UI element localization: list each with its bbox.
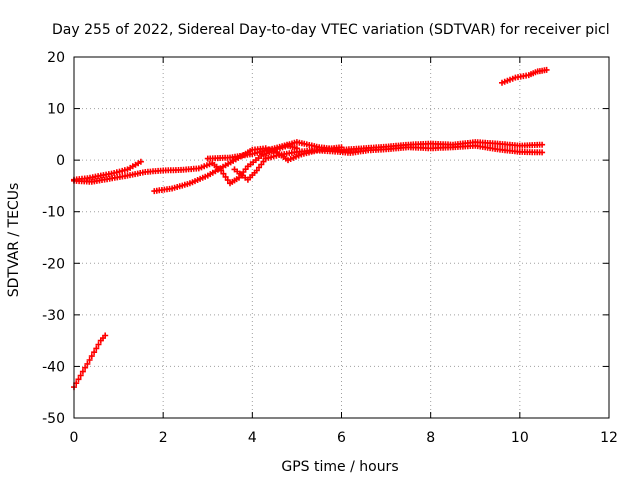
data-point [91, 349, 98, 356]
data-point [539, 141, 546, 148]
data-series [499, 66, 550, 86]
y-tick-label: 20 [47, 50, 65, 66]
y-tick-label: -40 [42, 359, 65, 375]
data-point [102, 332, 109, 339]
data-point [79, 368, 86, 375]
x-axis-label: GPS time / hours [281, 459, 398, 475]
data-series [231, 142, 546, 183]
x-tick-label: 2 [159, 430, 168, 446]
grid [74, 57, 609, 418]
y-tick-label: -20 [42, 256, 65, 272]
data-series [71, 332, 109, 391]
data-point [543, 66, 550, 73]
data-point [224, 177, 231, 184]
y-tick-label: 10 [47, 102, 65, 118]
y-tick-label: 0 [56, 153, 65, 169]
data-point [77, 372, 84, 379]
data-point [95, 341, 102, 348]
data-point [539, 149, 546, 156]
data-point [86, 357, 93, 363]
y-tick-label: -30 [42, 308, 65, 324]
x-tick-label: 6 [337, 430, 346, 446]
data-point [88, 353, 95, 360]
data-point [93, 345, 100, 352]
x-tick-label: 10 [511, 430, 529, 446]
data-point [75, 376, 82, 383]
x-tick-label: 12 [600, 430, 618, 446]
plot-area [71, 66, 550, 391]
x-tick-label: 4 [248, 430, 257, 446]
chart-title: Day 255 of 2022, Sidereal Day-to-day VTE… [52, 22, 610, 38]
y-tick-label: -50 [42, 411, 65, 427]
data-point [82, 364, 89, 371]
y-axis-label: SDTVAR / TECUs [6, 183, 22, 298]
y-tick-label: -10 [42, 205, 65, 221]
x-tick-label: 8 [426, 430, 435, 446]
axis-ticks: 0 2 4 6 8 10 12 -50 -40 -30 -20 -10 0 10 20 [42, 50, 618, 446]
data-point [220, 170, 227, 177]
data-point [137, 158, 144, 165]
data-point [84, 360, 91, 367]
x-tick-label: 0 [70, 430, 79, 446]
data-point [222, 173, 229, 180]
